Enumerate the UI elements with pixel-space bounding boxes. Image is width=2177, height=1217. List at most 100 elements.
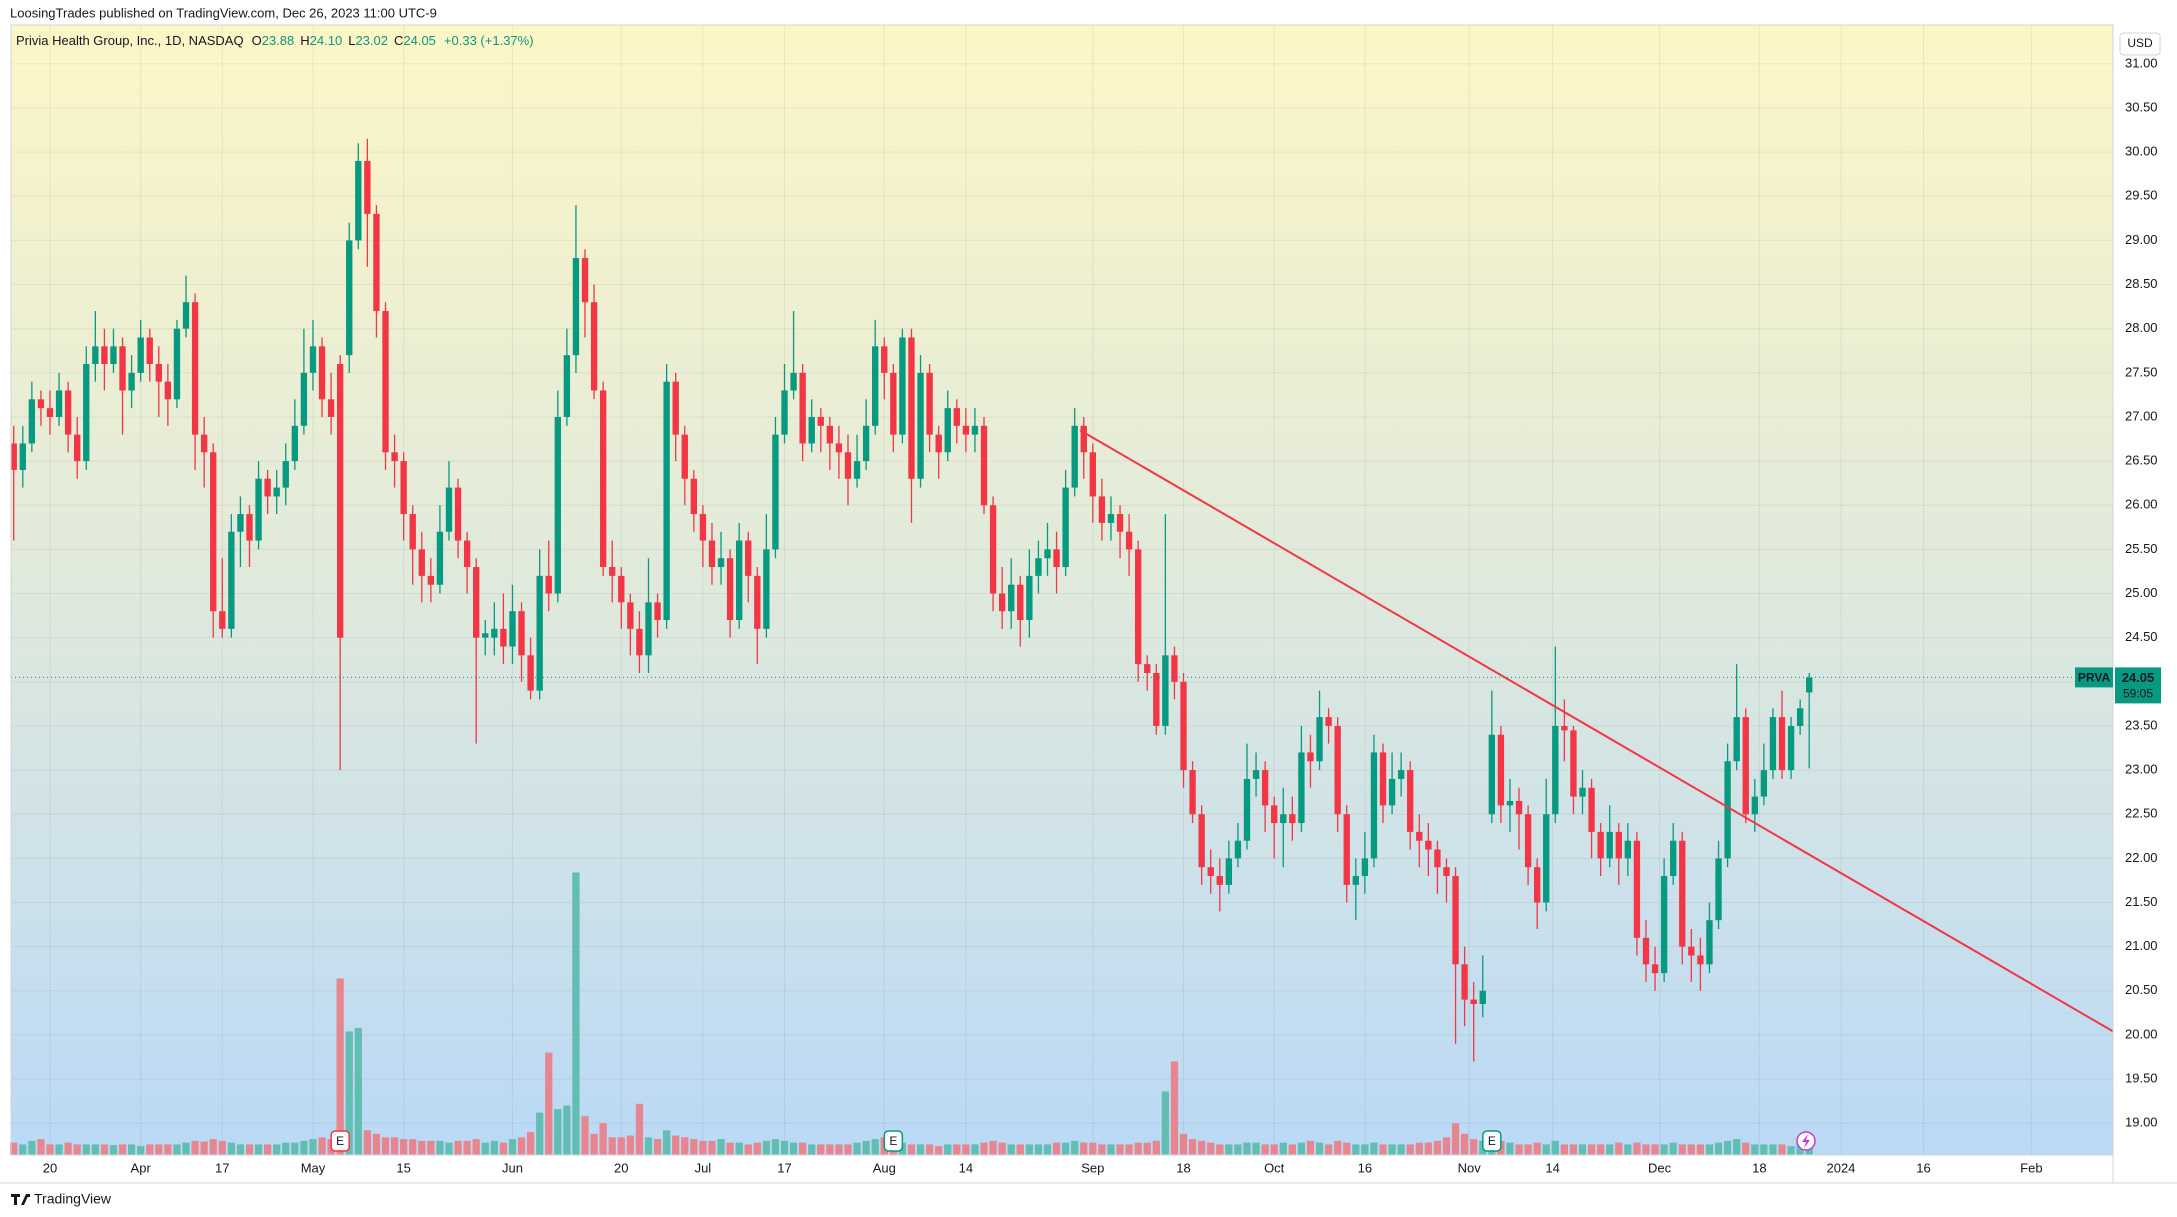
candle-body (1706, 920, 1713, 965)
candle-body (1243, 778, 1251, 841)
candle-body (536, 575, 543, 691)
volume-bar (962, 1144, 970, 1155)
candle-body (1361, 858, 1369, 877)
candle-body (237, 514, 244, 532)
y-tick-label: 28.50 (2125, 276, 2158, 291)
volume-bar (1306, 1140, 1315, 1155)
candle-body (200, 434, 208, 453)
volume-bar (1334, 1140, 1342, 1155)
volume-bar (1678, 1144, 1686, 1155)
volume-bar (581, 1116, 589, 1155)
volume-bar (1805, 1147, 1813, 1155)
volume-bar (182, 1142, 190, 1155)
candle-body (210, 452, 217, 612)
x-tick-label: Sep (1081, 1160, 1104, 1175)
candle-body (1760, 770, 1768, 797)
candle-body (1806, 677, 1813, 693)
volume-bar (1433, 1140, 1442, 1155)
volume-bar (1696, 1144, 1705, 1155)
volume-bar (55, 1144, 63, 1155)
y-tick-label: 27.00 (2125, 408, 2158, 423)
candle-body (1651, 964, 1659, 974)
candle-body (754, 575, 761, 629)
volume-bar (445, 1142, 453, 1155)
event-marker (1482, 1130, 1502, 1152)
candle-body (1370, 752, 1378, 859)
candle-body (636, 628, 643, 656)
volume-bar (309, 1139, 317, 1155)
volume-bar (1161, 1091, 1170, 1155)
candle-body (1751, 796, 1758, 815)
volume-bar (1506, 1142, 1514, 1155)
volume-bar (137, 1146, 145, 1155)
volume-bar (971, 1144, 979, 1155)
volume-bar (808, 1144, 816, 1155)
volume-bar (1606, 1144, 1614, 1155)
lightning-icon (1802, 1134, 1810, 1148)
volume-bar (1007, 1144, 1015, 1155)
currency-box[interactable] (2119, 32, 2161, 56)
candle-body (781, 390, 788, 435)
x-tick-label: 2024 (1826, 1160, 1855, 1175)
volume-bar (1397, 1144, 1405, 1155)
candle-body (1379, 752, 1387, 806)
volume-bar (1633, 1142, 1641, 1155)
y-tick-label: 21.50 (2125, 894, 2158, 909)
candle-body (917, 372, 924, 479)
candle-body (246, 514, 253, 541)
published-note: LoosingTrades published on TradingView.c… (10, 5, 437, 20)
volume-bar (472, 1139, 480, 1155)
candle-body (255, 478, 262, 541)
candle-body (862, 425, 870, 462)
x-tick-label: Jun (502, 1160, 523, 1175)
volume-bar (1569, 1144, 1578, 1155)
plot-area (11, 25, 2113, 1155)
candle-body (654, 602, 661, 621)
candle-body (1062, 487, 1069, 568)
volume-bar (1361, 1144, 1369, 1155)
candle-body (980, 425, 988, 506)
price-tag-countdown: 59:05 (2123, 687, 2153, 701)
candle-body (1252, 770, 1260, 779)
candle-body (427, 575, 435, 585)
candle-body (799, 372, 806, 444)
candle-body (1588, 787, 1595, 832)
candle-body (1098, 496, 1106, 523)
volume-bar (1225, 1144, 1233, 1155)
volume-bar (1733, 1139, 1741, 1155)
candle-body (1325, 717, 1332, 726)
candle-body (19, 443, 26, 470)
volume-bar (690, 1139, 698, 1155)
volume-bar (1424, 1142, 1432, 1155)
volume-bar (717, 1139, 725, 1155)
volume-bar (82, 1144, 90, 1155)
volume-bar (1714, 1142, 1723, 1155)
x-tick-label: Feb (2020, 1160, 2042, 1175)
volume-bar (1252, 1142, 1260, 1155)
volume-bar (871, 1139, 879, 1155)
candle-body (1388, 778, 1396, 806)
volume-bar (989, 1140, 997, 1155)
y-tick-label: 30.00 (2125, 144, 2158, 159)
volume-bar (789, 1142, 798, 1155)
volume-bar (844, 1144, 852, 1155)
volume-bar (336, 978, 344, 1155)
candle-body (1343, 814, 1350, 885)
legend-key: C (394, 33, 403, 48)
currency: USD (2127, 36, 2153, 50)
volume-bar (1705, 1144, 1714, 1155)
volume-bar (1234, 1144, 1242, 1155)
candle-body (409, 514, 416, 550)
candle-body (1289, 814, 1296, 824)
x-tick-label: Oct (1264, 1160, 1285, 1175)
alert-icon[interactable] (1796, 1131, 1816, 1151)
candle-body (1543, 814, 1550, 903)
volume-bar (218, 1140, 226, 1155)
legend-value: 24.05 (403, 33, 436, 48)
candle-body (817, 416, 824, 426)
volume-bar (780, 1140, 789, 1155)
x-tick-label: 20 (614, 1160, 628, 1175)
volume-bar (980, 1142, 988, 1155)
symbol-tag (2075, 667, 2113, 688)
volume-bar (599, 1123, 607, 1155)
